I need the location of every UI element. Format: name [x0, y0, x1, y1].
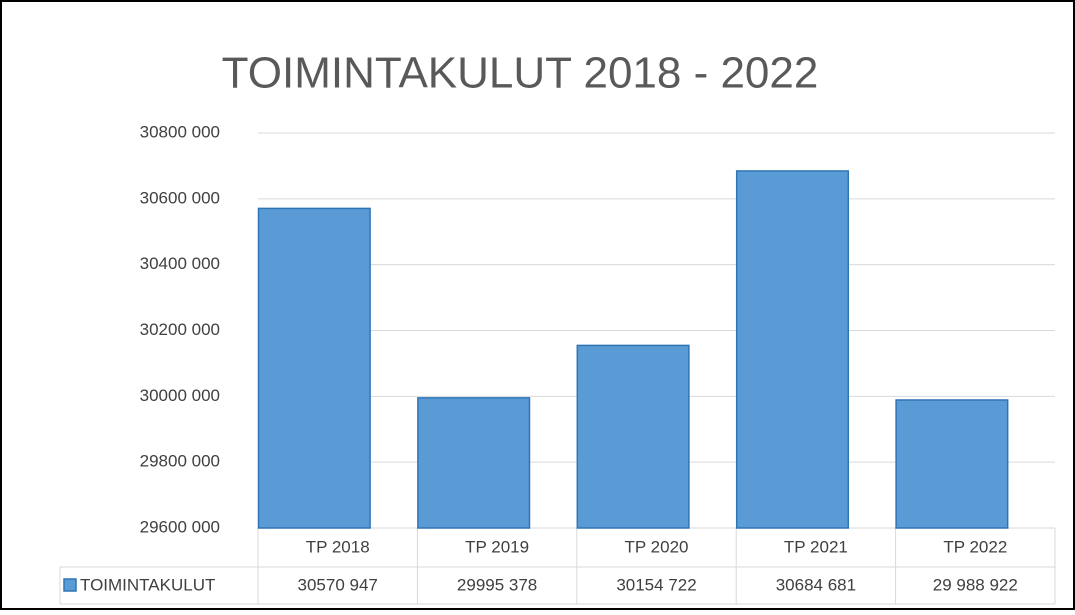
y-tick-label: 30000 000 — [140, 386, 220, 405]
x-tick-label: TP 2018 — [306, 537, 370, 556]
chart-title: TOIMINTAKULUT 2018 - 2022 — [222, 49, 819, 98]
x-tick-label: TP 2022 — [943, 537, 1007, 556]
data-table-value: 30154 722 — [616, 575, 696, 594]
y-tick-label: 29600 000 — [140, 517, 220, 536]
bar — [257, 207, 371, 529]
legend-label: TOIMINTAKULUT — [80, 575, 215, 594]
data-table-value: 30570 947 — [298, 575, 378, 594]
x-tick-label: TP 2019 — [465, 537, 529, 556]
y-tick-label: 30200 000 — [140, 320, 220, 339]
bar — [417, 397, 531, 529]
y-tick-label: 30800 000 — [140, 122, 220, 141]
y-tick-label: 30400 000 — [140, 254, 220, 273]
data-table-value: 30684 681 — [776, 575, 856, 594]
legend-key — [63, 578, 77, 592]
x-tick-label: TP 2021 — [784, 537, 848, 556]
x-tick-label: TP 2020 — [625, 537, 689, 556]
data-table-value: 29995 378 — [457, 575, 537, 594]
bar — [576, 344, 690, 529]
y-tick-label: 29800 000 — [140, 452, 220, 471]
y-tick-label: 30600 000 — [140, 188, 220, 207]
data-table-value: 29 988 922 — [933, 575, 1018, 594]
bar — [735, 170, 850, 529]
bar — [895, 399, 1009, 529]
